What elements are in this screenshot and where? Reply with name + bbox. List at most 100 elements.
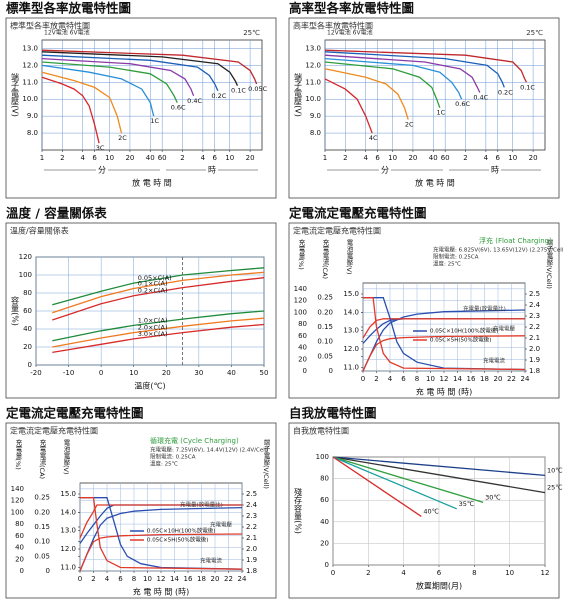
series-label: 35℃ — [459, 500, 475, 508]
x-tick-label: 20 — [408, 154, 417, 162]
x-tick-label: 10 — [129, 369, 138, 377]
axis-title: 充電電流(CA) — [38, 438, 46, 479]
annotation: 充電電流 — [483, 357, 506, 365]
x-tick-label: 2 — [91, 575, 95, 583]
series-line — [52, 323, 265, 354]
series-label: 3C — [96, 144, 105, 152]
x-tick-label: 12 — [541, 569, 550, 577]
series-line — [80, 497, 243, 570]
series-line — [332, 456, 484, 504]
series-line — [52, 267, 265, 306]
series-line — [41, 49, 258, 85]
y-tick-label: 12.0 — [305, 61, 321, 69]
y-tick-label: 10.0 — [22, 95, 38, 103]
y-tick-label: 40 — [320, 518, 329, 526]
series-label: 0.2×C(A) — [138, 287, 168, 295]
annotation: 12V電池 6V電池 — [327, 29, 373, 37]
series-line — [332, 456, 546, 477]
x-tick-label: 6 — [437, 569, 442, 577]
series-line — [324, 54, 481, 93]
annotation: 充電電壓 — [210, 521, 233, 529]
x-tick-label: 24 — [521, 375, 530, 383]
x-tick-label: 4 — [484, 154, 489, 162]
y4-tick-label: 12.0 — [343, 345, 359, 353]
annotation: 充電電壓: 7.25V(6V), 14.4V(12V) (2.4V/Cell) — [150, 446, 268, 454]
x-tick-label: -20 — [30, 369, 41, 377]
annotation: 溫度: 25℃ — [433, 260, 461, 268]
x-tick-label: 40 — [146, 154, 155, 162]
annotation: 充電電壓: 6.825V(6V), 13.65V(12V) (2.275V/Ce… — [433, 246, 563, 254]
series-line — [41, 64, 155, 117]
x-tick-label: 6 — [213, 154, 218, 162]
series-label: 10℃ — [547, 466, 563, 474]
annotation: 25℃ — [526, 29, 543, 37]
series-line — [362, 318, 525, 339]
y-tick-label: 60 — [15, 532, 24, 540]
panel-title: 溫度 / 容量關係表 — [6, 206, 107, 221]
axis-title: 電池電壓(V) — [62, 439, 70, 475]
x-tick-label: 8 — [415, 375, 419, 383]
series-line — [41, 76, 100, 144]
annotation: 分 — [381, 166, 389, 175]
y-tick-label: 0 — [28, 361, 32, 369]
y-tick-label: 100 — [19, 271, 32, 279]
x-tick-label: 12 — [440, 375, 449, 383]
y-tick-label: 20 — [298, 355, 307, 363]
x-axis-title: 充 電 時 間 (時) — [416, 387, 472, 397]
x-tick-label: 40 — [429, 154, 438, 162]
series-label: 2C — [118, 134, 127, 142]
y-tick-label: 60 — [23, 307, 32, 315]
x-tick-label: 4 — [201, 154, 206, 162]
y4-tick-label: 13.0 — [60, 527, 76, 535]
series-line — [41, 61, 178, 103]
panel-frame — [288, 422, 560, 599]
x-tick-label: 10 — [508, 154, 517, 162]
x-tick-label: 20 — [125, 154, 134, 162]
x-tick-label: 30 — [194, 369, 203, 377]
x-tick-label: 2 — [180, 154, 184, 162]
series-label: 2.0×C(A) — [138, 324, 168, 332]
y2-tick-label: 2.3 — [529, 312, 540, 320]
x-tick-label: 2 — [463, 154, 467, 162]
series-label: 0.2C — [211, 92, 226, 100]
series-line — [79, 504, 242, 539]
y3-tick-label: 0.20 — [34, 508, 50, 516]
panel-subtitle: 溫度/容量關係表 — [10, 226, 69, 236]
y-tick-label: 80 — [320, 475, 329, 483]
legend-label: 0.05C×5H(50%放電後) — [147, 536, 208, 544]
x-tick-label: 0 — [99, 369, 103, 377]
y-tick-label: 80 — [298, 320, 307, 328]
y2-tick-label: 2.2 — [246, 523, 257, 531]
series-label: 30℃ — [485, 493, 501, 501]
x-tick-label: 22 — [507, 375, 516, 383]
y-tick-label: 80 — [15, 520, 24, 528]
series-line — [324, 57, 463, 100]
y2-tick-label: 1.8 — [246, 567, 257, 575]
y-tick-label: 40 — [298, 344, 307, 352]
series-line — [363, 297, 526, 371]
series-label: 0.05C — [248, 85, 267, 93]
y-tick-label: 100 — [316, 453, 329, 461]
y-tick-label: 120 — [294, 297, 307, 305]
x-axis-title: 放 電 時 間 — [415, 178, 455, 188]
x-tick-label: 4 — [105, 575, 110, 583]
y-tick-label: 11.0 — [305, 78, 321, 86]
panel-subtitle: 定電流定電壓充電特性圖 — [10, 426, 98, 436]
x-tick-label: 4 — [388, 375, 393, 383]
x-tick-label: 60 — [441, 154, 450, 162]
series-label: 1.0×C(A) — [138, 316, 168, 324]
panel-subtitle: 定電流定電壓充電特性圖 — [293, 226, 381, 236]
series-label: 0.05×C(A) — [138, 274, 172, 282]
axis-title: 充電量(%) — [297, 238, 305, 270]
annotation: 充電量(放電量比) — [463, 305, 506, 313]
series-line — [80, 497, 243, 570]
y3-tick-label: 0.25 — [317, 294, 333, 302]
y2-tick-label: 2.2 — [529, 323, 540, 331]
y-tick-label: 40 — [23, 325, 32, 333]
series-line — [324, 61, 441, 108]
y-tick-label: 60 — [298, 332, 307, 340]
y2-tick-label: 1.9 — [246, 556, 257, 564]
y-tick-label: 20 — [23, 343, 32, 351]
panel-title: 標準型各率放電特性圖 — [6, 1, 131, 16]
x-tick-label: 2 — [366, 569, 370, 577]
